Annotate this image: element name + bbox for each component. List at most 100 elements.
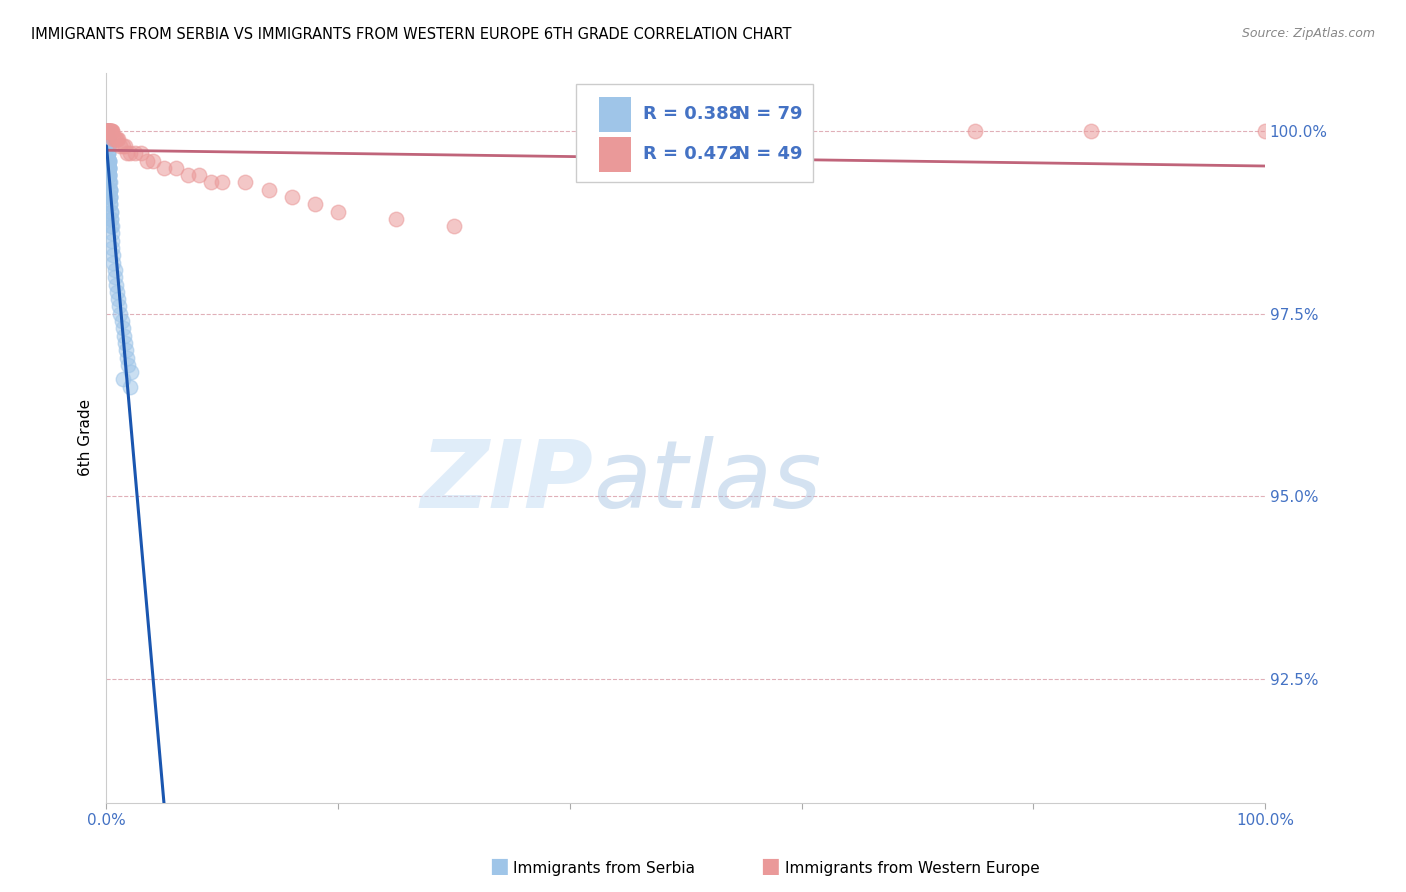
Point <box>96 124 118 138</box>
Point <box>443 219 465 234</box>
Point <box>96 124 118 138</box>
Text: Source: ZipAtlas.com: Source: ZipAtlas.com <box>1241 27 1375 40</box>
Point <box>98 175 121 189</box>
Point <box>176 168 198 182</box>
Point <box>96 124 118 138</box>
Point <box>96 124 118 138</box>
Text: R = 0.472: R = 0.472 <box>643 145 741 163</box>
Point <box>96 131 118 145</box>
Point <box>97 175 120 189</box>
Point <box>97 124 120 138</box>
Point <box>124 146 146 161</box>
Point <box>96 124 118 138</box>
FancyBboxPatch shape <box>575 84 813 182</box>
Point <box>97 124 120 138</box>
Point <box>100 219 122 234</box>
Point <box>257 183 280 197</box>
Point <box>100 211 122 226</box>
Point <box>235 175 257 189</box>
Point <box>104 277 127 292</box>
Point <box>105 285 128 299</box>
Point <box>96 124 118 138</box>
Point <box>96 124 118 138</box>
Point <box>97 124 120 138</box>
Text: ■: ■ <box>761 856 780 876</box>
Point <box>118 146 141 161</box>
Point <box>101 234 124 248</box>
Bar <box>599 136 631 171</box>
Point <box>1080 124 1102 138</box>
Point <box>97 131 120 145</box>
Point <box>96 131 118 145</box>
Point <box>100 204 122 219</box>
Point <box>97 153 120 168</box>
Point <box>97 131 120 145</box>
Point <box>97 161 120 175</box>
Point <box>385 211 408 226</box>
Point <box>118 380 141 394</box>
Text: ■: ■ <box>489 856 509 876</box>
Text: IMMIGRANTS FROM SERBIA VS IMMIGRANTS FROM WESTERN EUROPE 6TH GRADE CORRELATION C: IMMIGRANTS FROM SERBIA VS IMMIGRANTS FRO… <box>31 27 792 42</box>
Point <box>101 227 124 241</box>
Point <box>96 124 118 138</box>
Point <box>103 248 125 262</box>
Point <box>114 139 136 153</box>
Point <box>129 146 152 161</box>
Point <box>281 190 304 204</box>
Point <box>98 183 121 197</box>
Point <box>97 131 120 145</box>
Point <box>101 124 124 138</box>
Point <box>97 124 120 138</box>
Point <box>97 153 120 168</box>
Point <box>117 358 139 372</box>
Point <box>97 146 120 161</box>
Point <box>97 161 120 175</box>
Point <box>97 161 120 175</box>
Point <box>103 255 125 269</box>
Point <box>965 124 987 138</box>
Point <box>108 300 131 314</box>
Point <box>96 131 118 145</box>
Y-axis label: 6th Grade: 6th Grade <box>79 400 93 476</box>
Point <box>98 124 121 138</box>
Point <box>96 131 118 145</box>
Point <box>97 175 120 189</box>
Point <box>153 161 176 175</box>
Point <box>96 131 118 145</box>
Point <box>1254 124 1277 138</box>
Text: Immigrants from Western Europe: Immigrants from Western Europe <box>785 861 1039 876</box>
Point <box>117 351 139 365</box>
Point <box>114 335 136 350</box>
Point <box>100 124 122 138</box>
Point <box>97 139 120 153</box>
Point <box>97 168 120 182</box>
Point <box>97 146 120 161</box>
Point <box>97 153 120 168</box>
Point <box>103 270 125 285</box>
Point <box>97 131 120 145</box>
Point <box>97 168 120 182</box>
Point <box>97 168 120 182</box>
Point <box>100 204 122 219</box>
Point <box>100 124 122 138</box>
Text: ZIP: ZIP <box>420 435 593 527</box>
Point <box>103 131 125 145</box>
Point <box>110 314 132 328</box>
Point <box>120 365 142 379</box>
Point <box>101 241 124 255</box>
Point <box>110 307 132 321</box>
Point <box>97 146 120 161</box>
Point <box>96 124 118 138</box>
Point <box>98 190 121 204</box>
Point <box>97 139 120 153</box>
Point <box>97 139 120 153</box>
Point <box>97 153 120 168</box>
Point <box>115 343 138 358</box>
Point <box>96 124 118 138</box>
Point <box>103 131 125 145</box>
Point <box>97 131 120 145</box>
Point <box>111 372 134 386</box>
Point <box>96 131 118 145</box>
Point <box>97 153 120 168</box>
Text: N = 49: N = 49 <box>735 145 803 163</box>
